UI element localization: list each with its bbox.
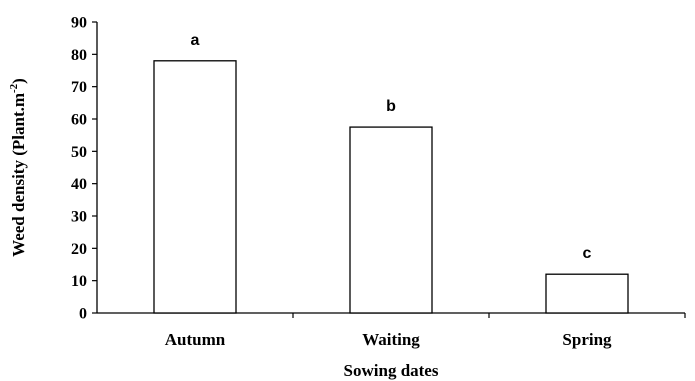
y-tick-label: 80 bbox=[71, 47, 87, 64]
bars: a b c bbox=[153, 32, 629, 314]
y-axis-title-main: Weed density (Plant.m bbox=[9, 93, 28, 257]
y-tick-label: 50 bbox=[71, 144, 87, 161]
y-tick-label: 90 bbox=[71, 15, 87, 32]
y-axis-title-suffix: ) bbox=[9, 78, 28, 84]
y-tick-label: 30 bbox=[71, 209, 87, 226]
y-axis-ticks: 0 10 20 30 40 50 60 70 80 90 bbox=[71, 15, 97, 323]
bar-autumn bbox=[153, 60, 237, 314]
y-tick-label: 20 bbox=[71, 241, 87, 258]
y-axis-title: Weed density (Plant.m-2) bbox=[8, 78, 28, 257]
y-axis-title-superscript: -2 bbox=[8, 83, 20, 93]
y-tick-label: 60 bbox=[71, 112, 87, 129]
y-tick-label: 70 bbox=[71, 79, 87, 96]
bar-spring bbox=[545, 273, 629, 314]
x-axis-tick-labels: Autumn Waiting Spring bbox=[165, 313, 686, 349]
data-label-waiting: b bbox=[386, 98, 396, 115]
y-tick-label: 10 bbox=[71, 273, 87, 290]
x-axis-title: Sowing dates bbox=[344, 361, 439, 380]
x-tick-label-autumn: Autumn bbox=[165, 330, 226, 349]
y-tick-label: 0 bbox=[79, 306, 87, 323]
data-label-spring: c bbox=[583, 245, 592, 262]
x-tick-label-waiting: Waiting bbox=[362, 330, 420, 349]
y-tick-label: 40 bbox=[71, 176, 87, 193]
x-tick-label-spring: Spring bbox=[562, 330, 612, 349]
bar-waiting bbox=[349, 126, 433, 314]
data-label-autumn: a bbox=[191, 32, 200, 49]
